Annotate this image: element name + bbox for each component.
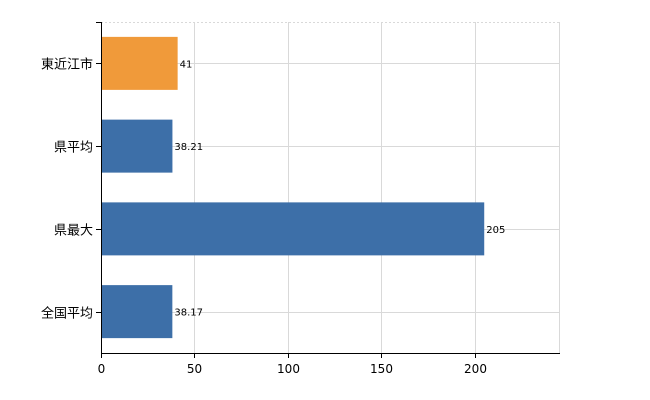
value-label-1: 38.21 (174, 142, 203, 153)
x-tick-label-150: 150 (370, 362, 393, 376)
axes (96, 22, 560, 354)
category-label-0: 東近江市 (41, 57, 93, 73)
category-label-2: 県最大 (54, 224, 93, 239)
value-label-3: 38.17 (174, 308, 203, 319)
x-tick-label-0: 0 (98, 362, 106, 376)
bar-2 (101, 202, 485, 256)
bar-3 (101, 285, 173, 339)
bar-1 (101, 119, 173, 173)
bars (101, 36, 485, 339)
x-axis-ticks: 0 50 100 150 200 (98, 353, 487, 376)
x-tick-label-200: 200 (464, 362, 487, 376)
category-label-1: 県平均 (54, 141, 93, 156)
x-tick-label-100: 100 (277, 362, 300, 376)
bar-0 (101, 36, 178, 90)
value-label-0: 41 (180, 59, 193, 70)
value-label-2: 205 (486, 225, 505, 236)
value-labels: 41 38.21 205 38.17 (174, 59, 505, 318)
x-tick-label-50: 50 (187, 362, 202, 376)
category-label-3: 全国平均 (41, 306, 93, 322)
